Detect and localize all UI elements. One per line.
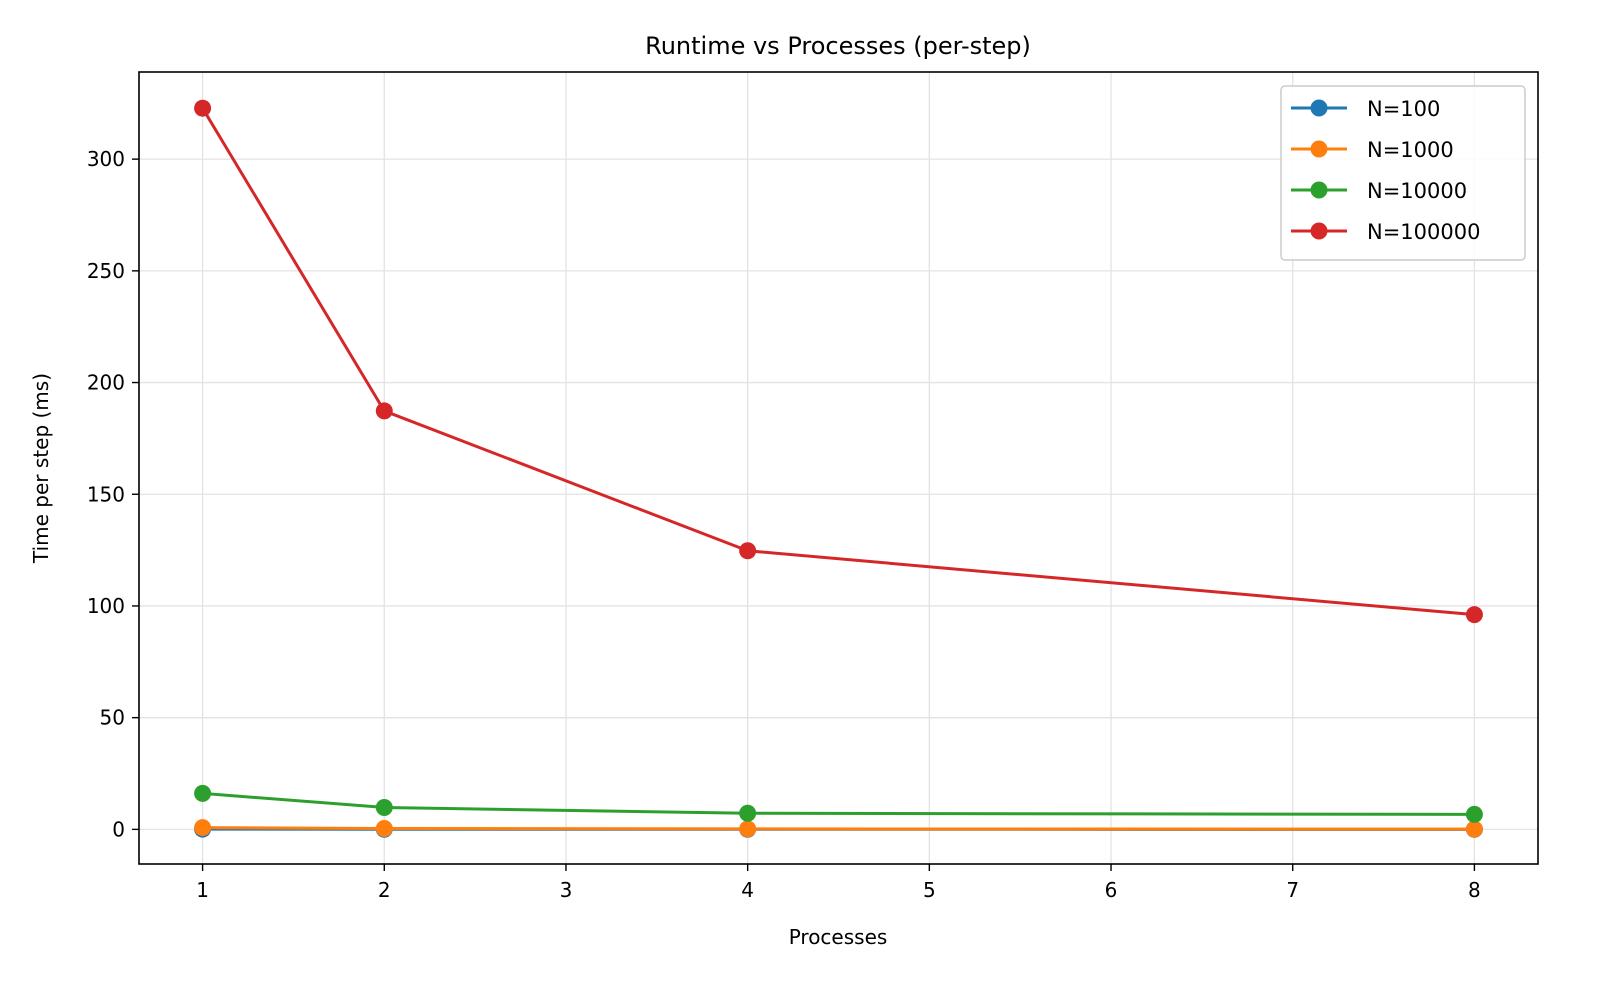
legend-marker-swatch xyxy=(1311,182,1328,199)
data-point-marker xyxy=(739,805,756,822)
y-tick-label: 300 xyxy=(87,147,125,171)
data-point-marker xyxy=(376,402,393,419)
legend-marker-swatch xyxy=(1311,141,1328,158)
data-point-marker xyxy=(194,100,211,117)
x-tick-label: 8 xyxy=(1468,878,1481,902)
x-tick-label: 7 xyxy=(1286,878,1299,902)
data-point-marker xyxy=(1466,806,1483,823)
data-point-marker xyxy=(376,820,393,837)
legend-marker-swatch xyxy=(1311,100,1328,117)
x-tick-label: 1 xyxy=(196,878,209,902)
series-line xyxy=(203,828,1475,830)
x-tick-label: 5 xyxy=(923,878,936,902)
y-tick-label: 200 xyxy=(87,371,125,395)
data-point-marker xyxy=(1466,821,1483,838)
y-axis-label: Time per step (ms) xyxy=(29,373,53,564)
data-point-marker xyxy=(194,819,211,836)
data-point-marker xyxy=(739,542,756,559)
data-point-marker xyxy=(376,799,393,816)
x-tick-label: 2 xyxy=(378,878,391,902)
legend-label: N=100000 xyxy=(1367,220,1480,244)
y-tick-label: 150 xyxy=(87,482,125,506)
y-tick-label: 50 xyxy=(100,706,125,730)
x-tick-label: 3 xyxy=(560,878,573,902)
y-tick-label: 100 xyxy=(87,594,125,618)
x-tick-label: 4 xyxy=(741,878,754,902)
x-axis-label: Processes xyxy=(789,925,888,949)
data-point-marker xyxy=(1466,606,1483,623)
y-tick-label: 250 xyxy=(87,259,125,283)
legend-label: N=100 xyxy=(1367,97,1440,121)
legend-label: N=1000 xyxy=(1367,138,1454,162)
y-tick-label: 0 xyxy=(112,817,125,841)
x-tick-label: 6 xyxy=(1105,878,1118,902)
data-point-marker xyxy=(739,820,756,837)
legend-label: N=10000 xyxy=(1367,179,1467,203)
data-point-marker xyxy=(194,785,211,802)
chart-title: Runtime vs Processes (per-step) xyxy=(645,32,1031,60)
legend-marker-swatch xyxy=(1311,223,1328,240)
legend: N=100 N=1000 N=10000 N=100000 xyxy=(1281,86,1525,260)
